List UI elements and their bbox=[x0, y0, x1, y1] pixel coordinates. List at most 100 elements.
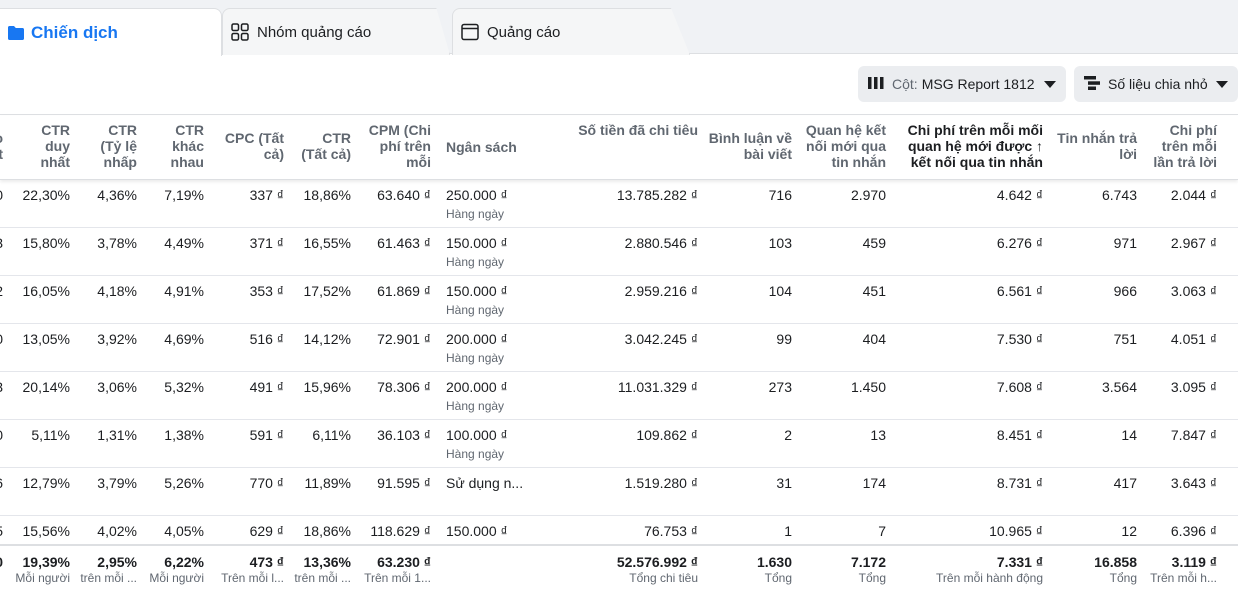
column-header-c0[interactable]: oit bbox=[0, 130, 3, 162]
budget-frequency: Hàng ngày bbox=[446, 399, 505, 413]
table-cell-c4: 371 ₫ bbox=[249, 235, 284, 251]
tab-ad-sets[interactable]: Nhóm quảng cáo bbox=[222, 8, 450, 55]
total-label-c11: Trên mỗi hành động bbox=[936, 571, 1043, 585]
table-cell-c8: 11.031.329 ₫ bbox=[617, 379, 698, 395]
column-header-c9[interactable]: Bình luận về bài viết bbox=[702, 130, 792, 162]
table-row[interactable]: 2 16,05% 4,18% 4,91% 353 ₫ 17,52% 61.869 ₫ 150.… bbox=[0, 276, 1238, 324]
table-cell-c0: 3 bbox=[0, 379, 3, 395]
table-cell-c2: 4,36% bbox=[97, 187, 137, 203]
column-header-line: CPC (Tất bbox=[224, 130, 284, 146]
table-cell-c10: 2.970 bbox=[850, 187, 886, 203]
total-value-c1: 19,39% bbox=[22, 554, 70, 570]
table-cell-c3: 4,05% bbox=[164, 523, 204, 539]
table-cell-c12: 14 bbox=[1121, 427, 1137, 443]
column-header-line: khác bbox=[172, 138, 204, 154]
table-row[interactable]: 3 15,80% 3,78% 4,49% 371 ₫ 16,55% 61.463 ₫ 150.… bbox=[0, 228, 1238, 276]
table-cell-c6: 61.869 ₫ bbox=[377, 283, 431, 299]
table-row[interactable]: 0 22,30% 4,36% 7,19% 337 ₫ 18,86% 63.640 ₫ 250.… bbox=[0, 180, 1238, 228]
table-cell-c3: 4,69% bbox=[164, 331, 204, 347]
column-header-line: nhau bbox=[170, 154, 204, 170]
tab-campaigns-label: Chiến dịch bbox=[31, 22, 118, 42]
tab-ads[interactable]: Quảng cáo bbox=[452, 8, 690, 55]
total-label-c6: Trên mỗi 1... bbox=[364, 571, 431, 585]
breakdown-dropdown[interactable]: Số liệu chia nhỏ bbox=[1074, 66, 1238, 102]
total-label-c12: Tổng bbox=[1109, 571, 1137, 585]
table-cell-c2: 4,18% bbox=[97, 283, 137, 299]
total-label-c8: Tổng chi tiêu bbox=[629, 571, 698, 585]
table-cell-c13: 2.967 ₫ bbox=[1170, 235, 1217, 251]
table-cell-c10: 7 bbox=[878, 523, 886, 539]
column-header-c13[interactable]: Chi phí trên mỗi lần trả lời bbox=[1142, 122, 1217, 170]
table-cell-c1: 20,14% bbox=[22, 379, 70, 395]
table-cell-c9: 103 bbox=[768, 235, 792, 251]
table-cell-c11: 7.530 ₫ bbox=[996, 331, 1043, 347]
table-cell-c7: 150.000 ₫ bbox=[446, 283, 508, 299]
column-header-c6[interactable]: CPM (Chi phí trên mỗi bbox=[356, 122, 431, 170]
column-header-line: nối mới qua bbox=[806, 138, 886, 154]
table-cell-c5: 18,86% bbox=[303, 523, 351, 539]
column-header-c10[interactable]: Quan hệ kết nối mới qua tin nhắn bbox=[796, 122, 886, 170]
table-cell-c1: 12,79% bbox=[22, 475, 70, 491]
column-header-c12[interactable]: Tin nhắn trả lời bbox=[1052, 130, 1137, 162]
tab-campaigns[interactable]: Chiến dịch bbox=[0, 8, 222, 56]
column-header-line: o bbox=[0, 130, 3, 146]
column-header-line: CTR bbox=[108, 122, 137, 138]
table-cell-c7: Sử dụng n... bbox=[446, 475, 524, 491]
total-value-c4: 473 ₫ bbox=[249, 554, 284, 570]
table-cell-c8: 3.042.245 ₫ bbox=[624, 331, 698, 347]
total-value-c11: 7.331 ₫ bbox=[996, 554, 1043, 570]
column-header-line: Quan hệ kết bbox=[805, 122, 886, 138]
budget-frequency: Hàng ngày bbox=[446, 351, 505, 365]
breakdown-icon bbox=[1084, 75, 1100, 93]
column-header-c2[interactable]: CTR (Tỷ lệ nhấp bbox=[77, 122, 137, 170]
column-header-c11[interactable]: Chi phí trên mỗi mối quan hệ mới được ↑ kế… bbox=[893, 122, 1043, 170]
table-cell-c7: 100.000 ₫ bbox=[446, 427, 508, 443]
table-cell-c3: 4,91% bbox=[164, 283, 204, 299]
column-header-c1[interactable]: CTR duy nhất bbox=[10, 122, 70, 170]
table-cell-c0: 0 bbox=[0, 427, 3, 443]
budget-frequency: Hàng ngày bbox=[446, 255, 505, 269]
column-header-c7[interactable]: Ngân sách bbox=[446, 139, 517, 155]
table-cell-c2: 4,02% bbox=[97, 523, 137, 539]
column-header-line: kết nối qua tin nhắn bbox=[910, 154, 1043, 170]
table-cell-c5: 11,89% bbox=[304, 475, 351, 491]
table-cell-c11: 7.608 ₫ bbox=[996, 379, 1043, 395]
table-cell-c5: 18,86% bbox=[303, 187, 351, 203]
table-row[interactable]: 0 13,05% 3,92% 4,69% 516 ₫ 14,12% 72.901 ₫ 200.… bbox=[0, 324, 1238, 372]
table-cell-c11: 6.561 ₫ bbox=[996, 283, 1043, 299]
table-row[interactable]: 0 5,11% 1,31% 1,38% 591 ₫ 6,11% 36.103 ₫ 100.00… bbox=[0, 420, 1238, 468]
column-header-line: CTR bbox=[41, 122, 70, 138]
table-cell-c12: 751 bbox=[1113, 331, 1137, 347]
total-label-c2: trên mỗi ... bbox=[80, 571, 137, 585]
columns-dropdown[interactable]: Cột: MSG Report 1812 bbox=[858, 66, 1066, 102]
column-header-c5[interactable]: CTR (Tất cả) bbox=[291, 130, 351, 162]
tab-ads-label: Quảng cáo bbox=[487, 23, 561, 41]
table-cell-c7: 250.000 ₫ bbox=[446, 187, 508, 203]
total-label-c1: Mỗi người bbox=[15, 571, 70, 585]
column-header-line: CTR bbox=[322, 130, 351, 146]
table-row[interactable]: 6 12,79% 3,79% 5,26% 770 ₫ 11,89% 91.595 ₫ Sử d… bbox=[0, 468, 1238, 516]
column-header-c4[interactable]: CPC (Tất cả) bbox=[214, 130, 284, 162]
total-label-c4: Trên mỗi l... bbox=[221, 571, 284, 585]
column-header-c8[interactable]: Số tiền đã chi tiêu bbox=[548, 122, 698, 138]
table-cell-c4: 337 ₫ bbox=[249, 187, 284, 203]
table-row[interactable]: 3 20,14% 3,06% 5,32% 491 ₫ 15,96% 78.306 ₫ 200.… bbox=[0, 372, 1238, 420]
column-header-line: tin nhắn bbox=[831, 154, 886, 170]
table-cell-c10: 1.450 bbox=[850, 379, 886, 395]
column-header-line: lời bbox=[1119, 146, 1137, 162]
total-value-c9: 1.630 bbox=[756, 554, 792, 570]
column-header-c3[interactable]: CTR khác nhau bbox=[144, 122, 204, 170]
column-header-line: (Tất cả) bbox=[301, 146, 351, 162]
column-header-line: cả) bbox=[263, 146, 284, 162]
column-header-line: bài viết bbox=[743, 146, 792, 162]
column-header-line: nhất bbox=[40, 154, 70, 170]
table-cell-c5: 17,52% bbox=[303, 283, 351, 299]
budget-frequency: Hàng ngày bbox=[446, 447, 505, 461]
table-cell-c6: 91.595 ₫ bbox=[377, 475, 431, 491]
table-cell-c0: 6 bbox=[0, 475, 3, 491]
column-header-line: Ngân sách bbox=[446, 139, 517, 155]
column-header-line: Chi phí bbox=[1169, 122, 1217, 138]
table-cell-c1: 15,56% bbox=[22, 523, 70, 539]
column-header-line: CPM (Chi bbox=[368, 122, 431, 138]
table-cell-c13: 7.847 ₫ bbox=[1170, 427, 1217, 443]
